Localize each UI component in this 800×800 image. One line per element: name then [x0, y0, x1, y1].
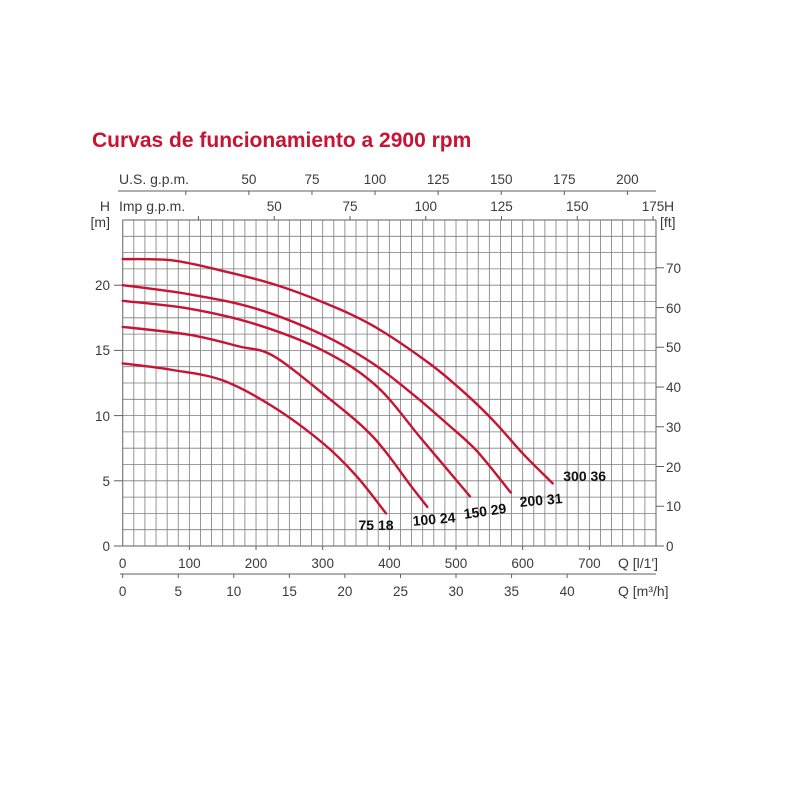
pump-curve-75-18 [121, 362, 388, 515]
imp-gpm-axis-caption: Imp g.p.m. [119, 198, 186, 214]
imp-gpm-tick-label: 150 [566, 199, 589, 214]
h-ft-tick-label: 60 [666, 300, 682, 316]
curve-label-100-24: 100 24 [411, 508, 457, 529]
q-lmin-tick-label: 200 [244, 556, 268, 571]
h-ft-tick-label: 50 [666, 340, 682, 356]
q-m3h-tick-label: 30 [448, 584, 464, 599]
q-lmin-tick-label: 700 [578, 556, 601, 571]
q-m3h-tick-label: 20 [337, 584, 353, 599]
pump-curve-100-24 [121, 325, 429, 509]
q-m3h-tick-label: 10 [226, 584, 242, 599]
h-left-axis-caption: H [99, 198, 110, 214]
h-right-axis-unit: [ft] [660, 214, 676, 230]
imp-gpm-tick-label: 75 [342, 199, 358, 214]
imp-gpm-tick-label: 125 [490, 199, 513, 214]
h-m-tick-label: 0 [102, 539, 110, 554]
q-m3h-tick-label: 25 [392, 584, 408, 599]
q-m3h-tick-label: 15 [281, 584, 297, 599]
h-ft-tick-label: 70 [666, 260, 682, 276]
q-m3h-tick-label: 40 [559, 584, 575, 599]
us-gpm-tick-label: 150 [489, 172, 513, 187]
q-lmin-tick-label: 600 [511, 556, 534, 571]
h-right-axis-caption: H [664, 198, 675, 214]
q-lmin-tick-label: 400 [378, 556, 401, 571]
curve-label-300-36: 300 36 [563, 467, 607, 484]
us-gpm-axis-caption: U.S. g.p.m. [119, 171, 190, 187]
h-m-tick-label: 15 [94, 343, 110, 359]
h-m-tick-label: 10 [94, 408, 110, 424]
curve-label-75-18: 75 18 [358, 517, 394, 534]
us-gpm-tick-label: 75 [304, 172, 320, 187]
q-m3h-tick-label: 0 [118, 584, 127, 599]
h-left-axis-unit: [m] [90, 214, 110, 230]
us-gpm-tick-label: 50 [241, 172, 257, 187]
chart-title: Curvas de funcionamiento a 2900 rpm [92, 129, 472, 152]
q-lmin-tick-label: 100 [178, 556, 201, 571]
q-lmin-tick-label: 500 [444, 556, 468, 571]
h-ft-tick-label: 10 [666, 499, 682, 515]
pump-curve-200-31 [121, 284, 512, 494]
us-gpm-tick-label: 200 [616, 172, 639, 187]
h-m-tick-label: 5 [102, 473, 110, 489]
pump-curve-300-36 [121, 257, 554, 485]
us-gpm-tick-label: 175 [553, 172, 576, 187]
h-ft-tick-label: 0 [666, 539, 674, 554]
q-lmin-axis-caption: Q [l/1'] [618, 555, 659, 571]
q-m3h-axis-caption: Q [m³/h] [618, 583, 669, 599]
q-lmin-tick-label: 300 [311, 556, 334, 571]
imp-gpm-tick-label: 50 [266, 199, 282, 214]
imp-gpm-tick-label: 175 [641, 199, 665, 214]
h-ft-tick-label: 30 [666, 419, 682, 435]
pump-curve-150-29 [121, 299, 472, 498]
q-lmin-tick-label: 0 [118, 556, 127, 571]
h-m-tick-label: 20 [94, 278, 110, 294]
imp-gpm-tick-label: 100 [414, 199, 438, 214]
h-ft-tick-label: 40 [666, 380, 682, 396]
q-m3h-tick-label: 5 [174, 584, 183, 599]
q-m3h-tick-label: 35 [504, 584, 520, 599]
us-gpm-tick-label: 100 [363, 172, 387, 187]
us-gpm-tick-label: 125 [426, 172, 450, 187]
h-ft-tick-label: 20 [666, 459, 682, 475]
